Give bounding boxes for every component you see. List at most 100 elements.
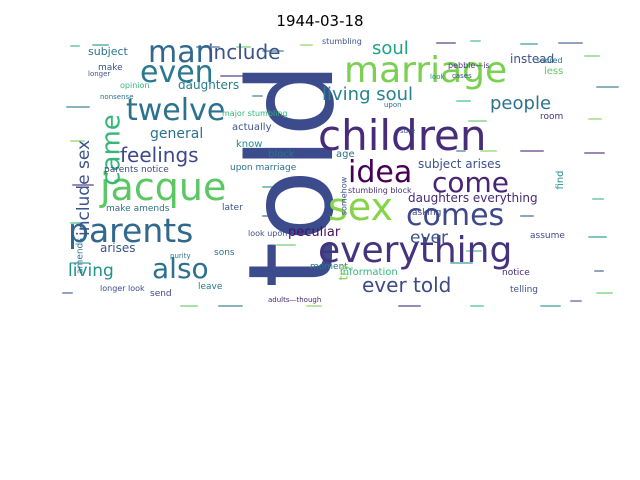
filler-word-mark [306,305,322,307]
word-living-soul: living soul [322,84,413,105]
word-stumbling: stumbling [322,37,362,46]
word-idea: idea [348,155,412,190]
filler-word-mark [268,75,286,77]
word-major-stumbling: major stumbling [222,109,287,118]
word-longer: longer [88,70,110,78]
filler-word-mark [450,262,473,264]
word-make-amends: make amends [106,204,170,214]
word-feelings: feelings [120,143,199,167]
filler-word-mark [262,215,275,217]
word-find: find [555,171,566,190]
word-know: know [236,139,262,150]
word-parents-notice: parents notice [104,165,169,175]
word-nonsense: nonsense [100,93,134,101]
filler-word-mark [596,86,619,88]
filler-word-mark [520,150,544,152]
filler-word-mark [70,222,83,224]
word-sure: sure [400,127,415,135]
word-opinion: opinion [120,81,149,90]
filler-word-mark [466,250,482,252]
filler-word-mark [72,184,94,186]
filler-word-mark [70,140,85,142]
word-upon: upon [384,101,402,109]
word-upon-marriage: upon marriage [230,163,297,173]
word-sacred: sacred [536,56,563,65]
word-try: try [337,264,351,281]
filler-word-mark [470,305,484,307]
word-room: room [540,112,563,122]
word-ever-told: ever told [362,273,451,297]
filler-word-mark [584,55,600,57]
word-sex: sex [328,185,393,229]
word-living: living [68,261,114,281]
word-parents: parents [68,211,193,250]
filler-word-mark [558,42,583,44]
word-daughters: daughters [178,78,239,92]
filler-word-mark [92,44,109,46]
filler-word-mark [456,100,471,102]
filler-word-mark [180,305,198,307]
filler-word-mark [70,262,90,264]
word-man: man [148,35,215,70]
word-children: children [318,111,487,160]
word-ever: ever [410,228,448,248]
filler-word-mark [62,292,73,294]
filler-word-mark [520,215,534,217]
word-people: people [490,93,551,114]
word-purity: purity [170,252,191,260]
filler-word-mark [436,42,456,44]
word-include: include [208,40,280,64]
word-less: less [544,66,563,77]
word-everything: everything [318,230,512,271]
word-look: look [430,73,446,81]
filler-word-mark [588,236,607,238]
filler-word-mark [594,270,604,272]
word-longer-look: longer look [100,284,145,293]
word-amends: amends [76,238,86,274]
filler-word-mark [220,75,245,77]
word-sons: sons [214,248,235,258]
word-block: block [268,149,295,160]
filler-word-mark [468,120,487,122]
filler-word-mark [236,46,251,48]
filler-word-mark [66,106,90,108]
word-include-sex: include sex [74,140,94,236]
filler-word-mark [262,186,284,188]
filler-word-mark [218,305,243,307]
filler-word-mark [470,40,481,42]
word-telling: telling [510,285,538,295]
word-jacque: jacque [99,165,226,209]
word-look-upon: look upon [248,229,287,238]
word-told: told [222,62,360,288]
filler-word-mark [592,198,604,200]
word-pebble-is: pebble—is [448,61,490,70]
word-later: later [222,203,243,213]
filler-word-mark [520,43,538,45]
filler-word-mark [252,95,263,97]
word-marriage: marriage [344,50,507,91]
filler-word-mark [276,244,296,246]
word-moment: moment [310,262,348,272]
word-actually: actually [232,122,272,133]
word-daughters-everything: daughters everything [408,191,538,205]
word-subject-arises: subject arises [418,157,501,171]
filler-word-mark [570,300,582,302]
word-notice: notice [502,268,530,278]
word-subject: subject [88,45,129,58]
word-soul: soul [372,38,409,59]
filler-word-mark [70,45,80,47]
word-leave: leave [198,282,223,292]
filler-word-mark [480,150,497,152]
word-comes: comes [406,198,504,233]
word-come: come [432,166,509,199]
filler-word-mark [596,292,613,294]
filler-word-mark [456,150,466,152]
word-asking: asking [412,208,441,218]
word-age: age [336,149,355,160]
chart-title: 1944-03-18 [276,12,364,30]
word-peculiar: peculiar [288,225,341,240]
filler-word-mark [540,305,561,307]
word-information: information [340,267,398,278]
word-also: also [152,252,209,285]
word-somehow: somehow [340,176,349,215]
